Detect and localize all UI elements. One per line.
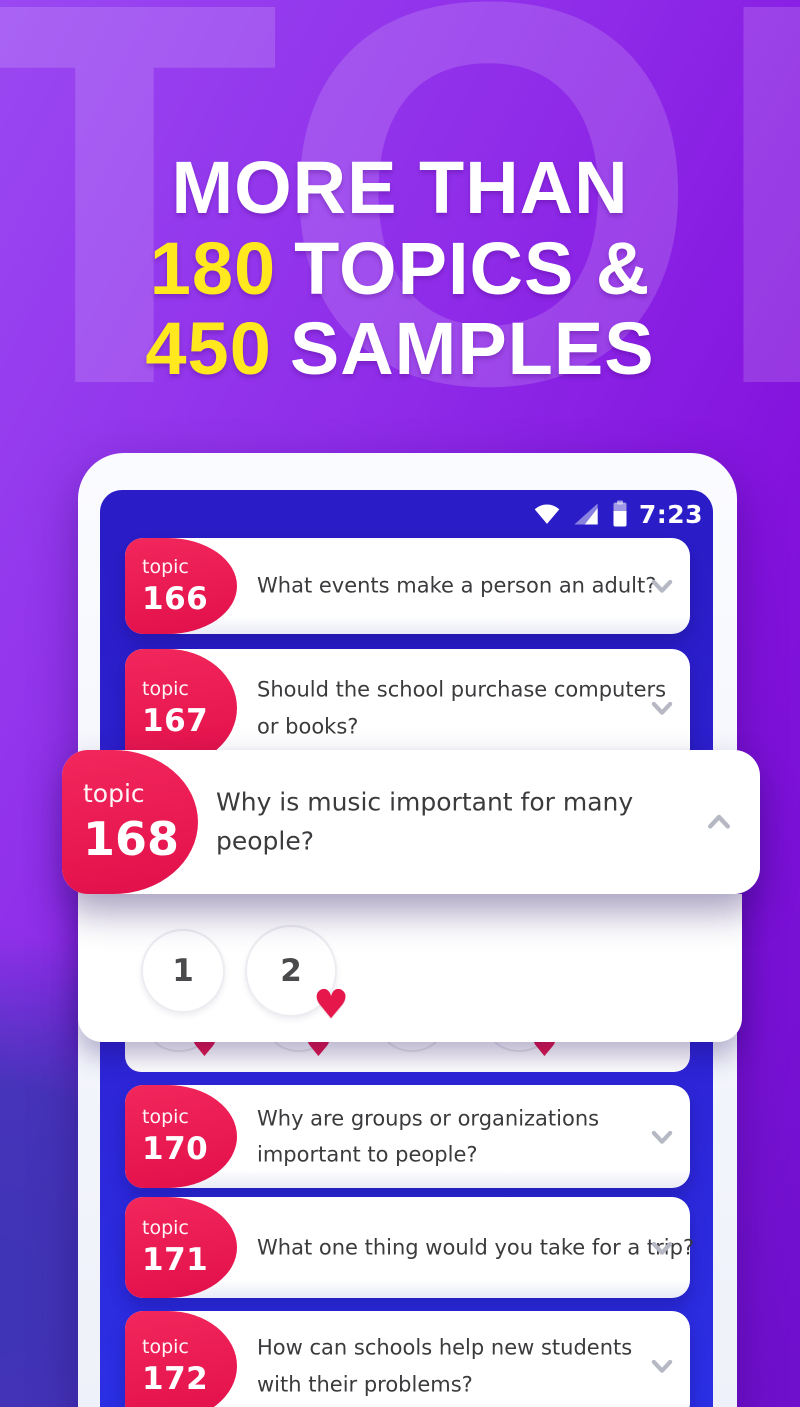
topic-label: topic [83,778,145,808]
topic-number: 167 [142,702,209,739]
topic-question: Should the school purchase computers or … [257,677,667,738]
topic-badge: topic 168 [62,750,198,894]
topic-question: How can schools help new students with t… [257,1335,633,1396]
topics-count: 180 [149,226,277,310]
topic-card-172[interactable]: topic 172 How can schools help new stude… [125,1311,690,1407]
topic-label: topic [142,1335,189,1358]
samples-panel: 1 2 ♥ [78,894,742,1042]
toe-watermark: TOE [0,0,800,498]
sample-circle-2[interactable]: 2 ♥ [245,925,349,1025]
chevron-down-icon[interactable] [648,1234,676,1262]
topic-question: What one thing would you take for a trip… [257,1235,695,1260]
topic-label: topic [142,677,189,700]
topic-badge: topic 170 [125,1085,237,1188]
topic-label: topic [142,1106,189,1128]
topic-question: What events make a person an adult? [257,573,657,598]
topic-badge: topic 166 [125,538,237,634]
sample-number: 1 [172,953,194,989]
battery-icon [613,500,627,527]
topic-number: 166 [142,580,209,617]
hero-line-2: 180 TOPICS & [149,226,651,310]
hero-headline: MORE THAN 180 TOPICS & 450 SAMPLES [0,146,800,391]
sample-number: 2 [280,953,302,989]
chevron-down-icon[interactable] [648,1123,676,1151]
topic-badge: topic 167 [125,649,237,767]
heart-icon: ♥ [313,982,349,1028]
topic-number: 171 [142,1242,209,1278]
topic-label: topic [142,555,189,578]
hero-line-3: 450 SAMPLES [145,307,655,391]
topic-card-170[interactable]: topic 170 Why are groups or organization… [125,1085,690,1188]
topic-card-166[interactable]: topic 166 What events make a person an a… [125,538,690,634]
topic-number: 168 [83,811,180,866]
samples-count: 450 [145,307,272,391]
hero-line-1: MORE THAN [171,146,629,229]
clock-text: 7:23 [638,499,703,529]
topic-card-167[interactable]: topic 167 Should the school purchase com… [125,649,690,767]
topic-badge: topic 171 [125,1197,237,1298]
chevron-down-icon[interactable] [648,1352,676,1380]
topic-badge: topic 172 [125,1311,237,1407]
topic-card-171[interactable]: topic 171 What one thing would you take … [125,1197,694,1298]
topic-label: topic [142,1217,189,1239]
sample-circle-1[interactable]: 1 [141,929,225,1013]
expanded-topic-card-168[interactable]: topic 168 Why is music important for man… [62,750,760,894]
chevron-up-icon[interactable] [704,807,734,837]
chevron-down-icon[interactable] [648,572,676,600]
topic-question: Why are groups or organizations importan… [257,1105,600,1167]
wifi-icon [534,504,560,524]
topic-number: 172 [142,1360,209,1397]
chevron-down-icon[interactable] [648,694,676,722]
topic-question: Why is music important for many people? [216,787,634,855]
signal-icon [574,503,598,525]
status-bar: 7:23 [100,492,713,536]
topic-number: 170 [142,1131,209,1167]
